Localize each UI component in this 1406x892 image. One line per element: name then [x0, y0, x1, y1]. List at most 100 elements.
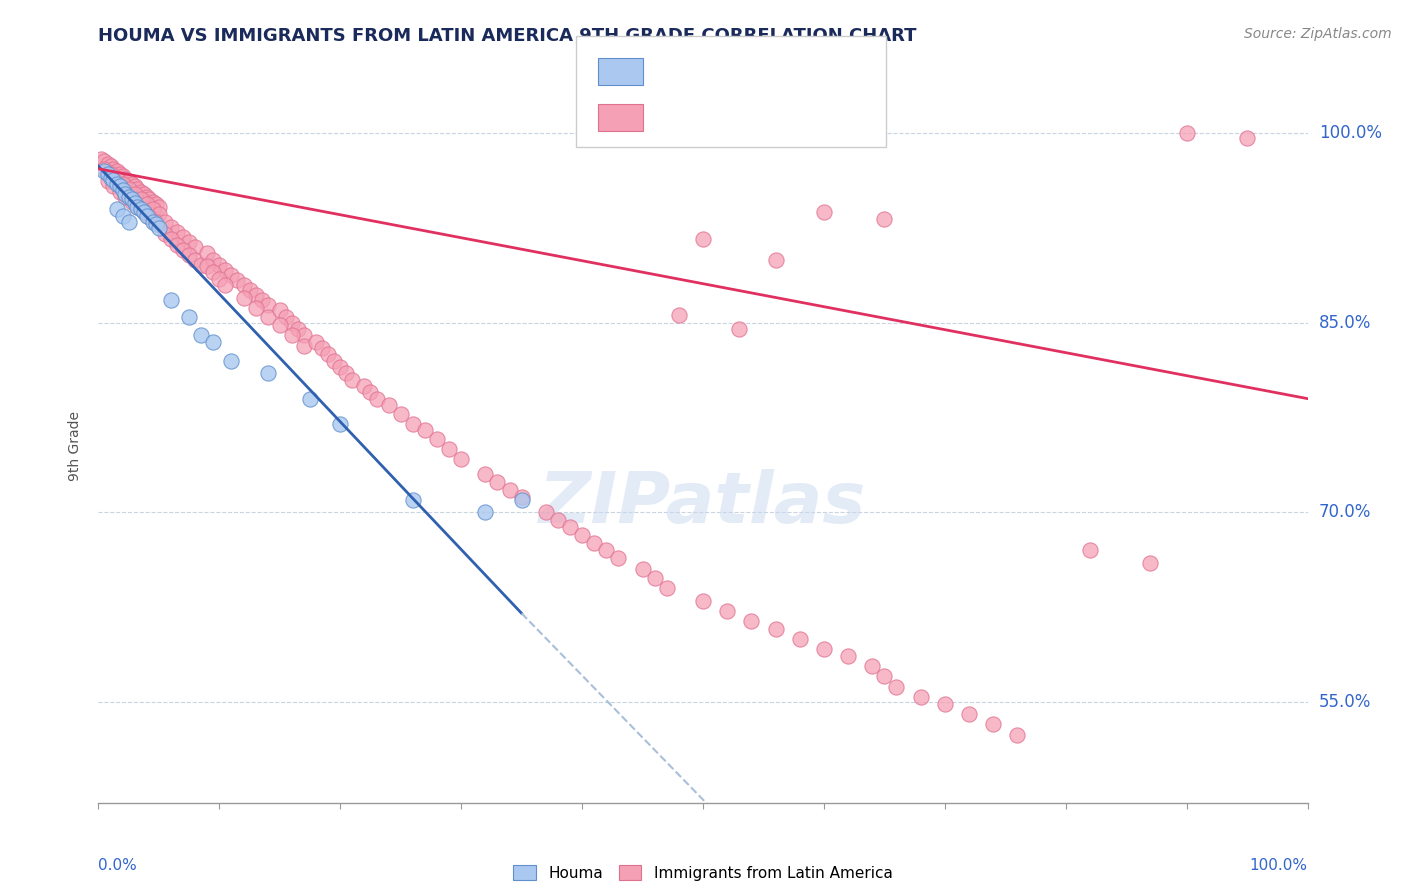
Point [571, 528, 593, 542]
Text: ZIPatlas: ZIPatlas [540, 468, 866, 538]
Point [135, 189, 157, 203]
Point [740, 614, 762, 628]
Text: 100.0%: 100.0% [1250, 858, 1308, 872]
Point [329, 360, 352, 375]
Point [668, 308, 690, 322]
Point [486, 475, 509, 489]
Point [101, 179, 124, 194]
Point [142, 202, 165, 217]
Point [121, 177, 143, 191]
Point [190, 258, 212, 272]
Point [121, 192, 143, 206]
Point [510, 492, 533, 507]
Text: 85.0%: 85.0% [1319, 314, 1371, 332]
Point [214, 262, 236, 277]
Point [138, 210, 160, 224]
Point [335, 367, 357, 381]
Point [105, 164, 128, 178]
Point [1139, 556, 1161, 570]
Point [177, 247, 201, 261]
Point [129, 185, 152, 199]
Point [177, 310, 201, 324]
Point [190, 328, 212, 343]
Point [214, 277, 236, 292]
Y-axis label: 9th Grade: 9th Grade [67, 411, 82, 481]
Point [172, 230, 194, 244]
Point [100, 167, 122, 181]
Point [111, 169, 134, 184]
Point [160, 232, 183, 246]
Point [860, 659, 883, 673]
Point [208, 271, 231, 285]
Point [957, 707, 980, 722]
Point [153, 227, 176, 242]
Point [111, 183, 134, 197]
Point [232, 291, 254, 305]
Point [789, 632, 811, 646]
Point [166, 225, 188, 239]
Point [134, 187, 156, 202]
Point [298, 392, 321, 406]
Point [121, 194, 143, 209]
Point [124, 187, 146, 202]
Point [1236, 131, 1258, 145]
Point [127, 200, 149, 214]
Point [97, 167, 120, 181]
Point [360, 385, 382, 400]
Point [239, 283, 262, 297]
Point [195, 259, 218, 273]
Point [981, 717, 1004, 731]
Point [292, 328, 315, 343]
Point [316, 347, 339, 361]
Point [1078, 543, 1101, 558]
Point [184, 252, 207, 267]
Point [93, 164, 115, 178]
Point [127, 200, 149, 214]
Point [245, 288, 267, 302]
Point [226, 273, 249, 287]
Text: N=: N= [749, 63, 779, 78]
Point [142, 194, 165, 209]
Point [118, 182, 141, 196]
Point [607, 550, 630, 565]
Point [160, 293, 183, 307]
Point [474, 505, 496, 519]
Point [765, 622, 787, 636]
Point [305, 334, 328, 349]
Point [118, 189, 141, 203]
Point [114, 189, 136, 203]
Point [256, 310, 278, 324]
Point [90, 152, 112, 166]
Point [177, 235, 201, 249]
Point [873, 212, 896, 227]
Point [221, 268, 243, 282]
Point [426, 432, 449, 446]
Point [129, 192, 152, 206]
Point [274, 310, 297, 324]
Point [402, 492, 425, 507]
Point [127, 182, 149, 196]
Point [765, 252, 787, 267]
Point [366, 392, 388, 406]
Point [413, 423, 436, 437]
Point [97, 174, 120, 188]
Point [728, 322, 751, 336]
Point [934, 698, 956, 712]
Point [148, 221, 170, 235]
Point [311, 341, 333, 355]
Point [172, 243, 194, 257]
Point [813, 641, 835, 656]
Text: 31: 31 [785, 63, 806, 78]
Point [245, 301, 267, 315]
Point [329, 417, 352, 431]
Point [148, 200, 170, 214]
Text: 0.0%: 0.0% [98, 858, 138, 872]
Point [124, 195, 146, 210]
Point [202, 265, 225, 279]
Point [655, 581, 678, 595]
Point [558, 520, 581, 534]
Point [1007, 728, 1029, 742]
Point [108, 179, 131, 194]
Point [510, 490, 533, 504]
Point [160, 219, 183, 234]
